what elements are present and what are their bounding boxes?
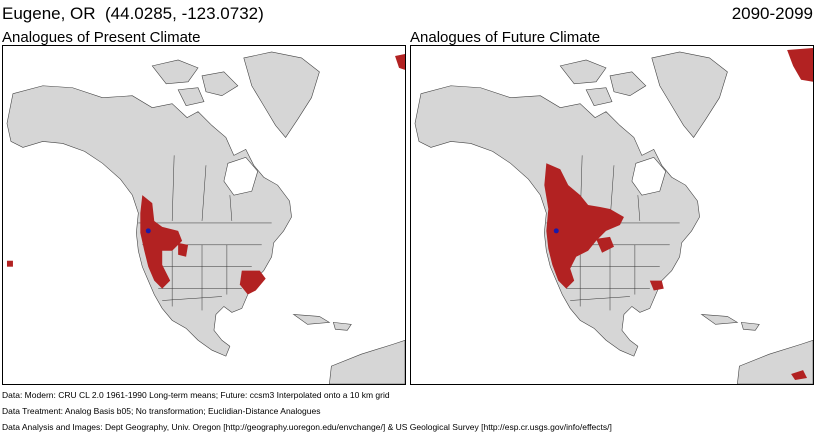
target-location-marker <box>145 228 151 234</box>
land-layer <box>6 51 405 384</box>
data-treatment-credit: Data Treatment: Analog Basis b05; No tra… <box>2 406 321 416</box>
future-climate-map <box>410 45 814 385</box>
analysis-credit: Data Analysis and Images: Dept Geography… <box>2 422 612 432</box>
target-location-marker <box>553 228 559 234</box>
present-climate-map <box>2 45 406 385</box>
present-panel-title: Analogues of Present Climate <box>2 29 201 46</box>
location-title: Eugene, OR (44.0285, -123.0732) <box>2 4 264 23</box>
data-source-credit: Data: Modern: CRU CL 2.0 1961-1990 Long-… <box>2 390 390 400</box>
future-panel-title: Analogues of Future Climate <box>410 29 601 46</box>
period-label: 2090-2099 <box>731 4 813 23</box>
analog-regions <box>6 53 405 295</box>
analog-regions <box>544 47 813 381</box>
